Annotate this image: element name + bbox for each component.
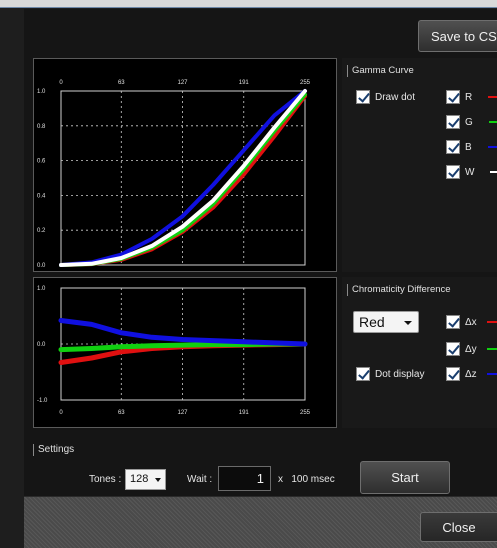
chroma-y-tick-label: 1.0 <box>37 286 46 292</box>
chromaticity-difference-plot: 0 63 127 191 255 1.0 0.0 -1.0 <box>37 286 311 416</box>
gamma-y-tick-label: 0.6 <box>37 159 46 165</box>
checkmark-icon <box>446 342 460 356</box>
chroma-series-Δz <box>58 318 308 347</box>
gamma-y-tick-label: 0.0 <box>37 263 46 269</box>
channel-dropdown[interactable]: Red <box>353 311 419 333</box>
gamma-x-tick-label: 255 <box>300 80 311 86</box>
tones-dropdown-value: 128 <box>130 473 149 485</box>
delta-y-checkbox[interactable]: Δy <box>446 342 497 356</box>
gamma-curve-plot: 0 63 127 191 255 1.0 0.8 0.6 0.4 0.2 0.0 <box>37 80 311 269</box>
channel-b-checkbox[interactable]: B <box>446 140 497 154</box>
chroma-x-tick-label: 127 <box>178 410 189 416</box>
gamma-curve-title: Gamma Curve <box>347 65 414 77</box>
delta-x-swatch <box>486 321 497 323</box>
channel-w-swatch <box>490 171 497 173</box>
checkmark-icon <box>446 90 460 104</box>
gamma-plot-frame <box>60 90 306 266</box>
draw-dot-label: Draw dot <box>375 91 416 103</box>
chromaticity-difference-panel: Chromaticity Difference Red Δx Δy Dot di… <box>342 277 497 428</box>
tones-label: Tones : <box>89 474 122 485</box>
window-top-border <box>0 0 497 8</box>
delta-x-label: Δx <box>465 316 477 328</box>
delta-z-checkbox[interactable]: Δz <box>446 367 497 381</box>
gamma-y-tick-label: 0.8 <box>37 124 46 130</box>
channel-w-label: W <box>465 166 475 178</box>
chevron-down-icon <box>155 478 161 482</box>
gamma-x-tick-label: 191 <box>239 80 250 86</box>
gamma-series-W <box>59 89 307 267</box>
delta-y-label: Δy <box>465 343 477 355</box>
channel-b-swatch <box>487 146 497 148</box>
gamma-curve-panel: Gamma Curve Draw dot R G B W <box>342 58 497 272</box>
dialog-footer <box>24 496 497 548</box>
channel-g-swatch <box>488 121 497 123</box>
settings-title: Settings <box>33 444 74 456</box>
checkmark-icon <box>356 367 370 381</box>
gamma-x-tick-label: 0 <box>59 80 63 86</box>
gamma-y-tick-label: 0.4 <box>37 193 46 199</box>
delta-z-swatch <box>486 373 497 375</box>
gamma-series-B <box>59 89 307 267</box>
gamma-x-tick-label: 127 <box>178 80 189 86</box>
checkmark-icon <box>446 367 460 381</box>
channel-r-checkbox[interactable]: R <box>446 90 497 104</box>
wait-unit-label: x 100 msec <box>278 474 335 485</box>
channel-w-checkbox[interactable]: W <box>446 165 497 179</box>
chroma-y-tick-label: 0.0 <box>37 342 46 348</box>
chroma-x-tick-label: 191 <box>239 410 250 416</box>
tones-dropdown[interactable]: 128 <box>125 469 166 490</box>
channel-dropdown-value: Red <box>359 314 385 330</box>
wait-label: Wait : <box>187 474 213 485</box>
checkmark-icon <box>356 90 370 104</box>
chroma-x-tick-label: 63 <box>118 410 125 416</box>
channel-r-swatch <box>488 96 497 98</box>
chroma-y-tick-label: -1.0 <box>37 398 48 404</box>
close-button[interactable]: Close <box>420 512 497 542</box>
dot-display-label: Dot display <box>375 368 425 380</box>
delta-y-swatch <box>486 348 497 350</box>
chromaticity-difference-title: Chromaticity Difference <box>347 284 451 296</box>
checkmark-icon <box>446 115 460 129</box>
gamma-x-tick-label: 63 <box>118 80 125 86</box>
chroma-x-tick-label: 255 <box>300 410 311 416</box>
gamma-curve-graph: 0 63 127 191 255 1.0 0.8 0.6 0.4 0.2 0.0 <box>33 58 337 272</box>
start-button[interactable]: Start <box>360 461 450 494</box>
chevron-down-icon <box>404 321 412 325</box>
channel-g-label: G <box>465 116 473 128</box>
delta-z-label: Δz <box>465 368 477 380</box>
dot-display-checkbox[interactable]: Dot display <box>356 367 424 381</box>
delta-x-checkbox[interactable]: Δx <box>446 315 497 329</box>
save-to-csv-button[interactable]: Save to CSV <box>418 20 497 52</box>
draw-dot-checkbox[interactable]: Draw dot <box>356 90 415 104</box>
channel-g-checkbox[interactable]: G <box>446 115 497 129</box>
checkmark-icon <box>446 140 460 154</box>
channel-r-label: R <box>465 91 473 103</box>
checkmark-icon <box>446 315 460 329</box>
channel-b-label: B <box>465 141 472 153</box>
chroma-x-tick-label: 0 <box>59 410 63 416</box>
checkmark-icon <box>446 165 460 179</box>
gamma-y-tick-label: 1.0 <box>37 89 46 95</box>
chromaticity-difference-graph: 0 63 127 191 255 1.0 0.0 -1.0 <box>33 277 337 428</box>
gamma-y-tick-label: 0.2 <box>37 228 46 234</box>
wait-input[interactable]: 1 <box>218 466 271 491</box>
